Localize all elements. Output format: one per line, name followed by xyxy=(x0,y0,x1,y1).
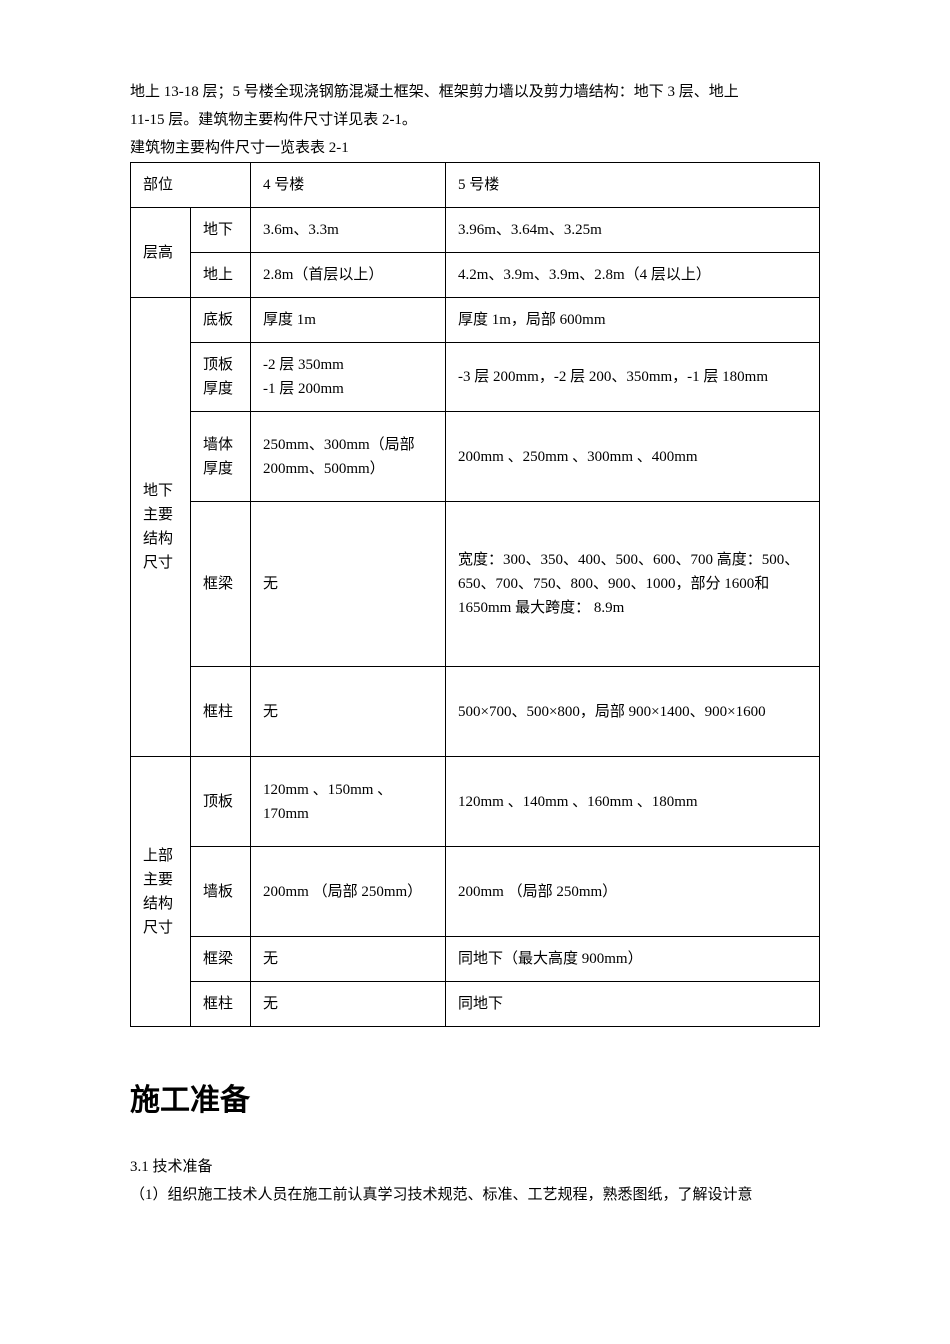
table-row: 框梁 无 同地下（最大高度 900mm） xyxy=(131,937,820,982)
table-row: 框梁 无 宽度：300、350、400、500、600、700 高度：500、6… xyxy=(131,502,820,667)
header-building5: 5 号楼 xyxy=(446,163,820,208)
cell-b4: 厚度 1m xyxy=(251,298,446,343)
table-row: 墙体厚度 250mm、300mm（局部 200mm、500mm） 200mm 、… xyxy=(131,412,820,502)
cell-b5: 120mm 、140mm 、160mm 、180mm xyxy=(446,757,820,847)
header-building4: 4 号楼 xyxy=(251,163,446,208)
cell-b5: 4.2m、3.9m、3.9m、2.8m（4 层以上） xyxy=(446,253,820,298)
cell-b5: -3 层 200mm，-2 层 200、350mm，-1 层 180mm xyxy=(446,343,820,412)
cell-b4: -2 层 350mm -1 层 200mm xyxy=(251,343,446,412)
cell-b5: 500×700、500×800，局部 900×1400、900×1600 xyxy=(446,667,820,757)
table-row: 框柱 无 同地下 xyxy=(131,982,820,1027)
label-base-plate: 底板 xyxy=(191,298,251,343)
dimensions-table: 部位 4 号楼 5 号楼 层高 地下 3.6m、3.3m 3.96m、3.64m… xyxy=(130,162,820,1027)
table-row: 上部主要结构尺寸 顶板 120mm 、150mm 、170mm 120mm 、1… xyxy=(131,757,820,847)
table-row: 框柱 无 500×700、500×800，局部 900×1400、900×160… xyxy=(131,667,820,757)
cell-b5: 厚度 1m，局部 600mm xyxy=(446,298,820,343)
cell-b5: 3.96m、3.64m、3.25m xyxy=(446,208,820,253)
intro-line-2: 11-15 层。建筑物主要构件尺寸详见表 2-1。 xyxy=(130,108,820,132)
cell-b4: 3.6m、3.3m xyxy=(251,208,446,253)
cell-b5: 同地下（最大高度 900mm） xyxy=(446,937,820,982)
cell-b4: 无 xyxy=(251,667,446,757)
cell-b4: 无 xyxy=(251,937,446,982)
label-column: 框柱 xyxy=(191,982,251,1027)
cell-b4: 无 xyxy=(251,502,446,667)
intro-line-1: 地上 13-18 层；5 号楼全现浇钢筋混凝土框架、框架剪力墙以及剪力墙结构：地… xyxy=(130,80,820,104)
group-upper-structure: 上部主要结构尺寸 xyxy=(131,757,191,1027)
label-top-plate: 顶板 xyxy=(191,757,251,847)
cell-b4: 120mm 、150mm 、170mm xyxy=(251,757,446,847)
group-underground-structure: 地下主要结构尺寸 xyxy=(131,298,191,757)
cell-b5: 200mm 、250mm 、300mm 、400mm xyxy=(446,412,820,502)
label-underground: 地下 xyxy=(191,208,251,253)
label-top-plate: 顶板厚度 xyxy=(191,343,251,412)
section-heading: 施工准备 xyxy=(130,1077,820,1125)
label-wall: 墙体厚度 xyxy=(191,412,251,502)
group-floor-height: 层高 xyxy=(131,208,191,298)
table-row: 地下主要结构尺寸 底板 厚度 1m 厚度 1m，局部 600mm xyxy=(131,298,820,343)
table-row: 地上 2.8m（首层以上） 4.2m、3.9m、3.9m、2.8m（4 层以上） xyxy=(131,253,820,298)
cell-b4: 200mm （局部 250mm） xyxy=(251,847,446,937)
cell-b4: 2.8m（首层以上） xyxy=(251,253,446,298)
cell-b5: 200mm （局部 250mm） xyxy=(446,847,820,937)
table-caption: 建筑物主要构件尺寸一览表表 2-1 xyxy=(130,136,820,160)
body-paragraph: （1）组织施工技术人员在施工前认真学习技术规范、标准、工艺规程，熟悉图纸，了解设… xyxy=(130,1183,820,1207)
sub-heading: 3.1 技术准备 xyxy=(130,1155,820,1179)
cell-b5: 同地下 xyxy=(446,982,820,1027)
header-part: 部位 xyxy=(131,163,251,208)
label-column: 框柱 xyxy=(191,667,251,757)
cell-b5: 宽度：300、350、400、500、600、700 高度：500、650、70… xyxy=(446,502,820,667)
label-aboveground: 地上 xyxy=(191,253,251,298)
label-wall-plate: 墙板 xyxy=(191,847,251,937)
label-beam: 框梁 xyxy=(191,502,251,667)
table-row: 顶板厚度 -2 层 350mm -1 层 200mm -3 层 200mm，-2… xyxy=(131,343,820,412)
table-row: 层高 地下 3.6m、3.3m 3.96m、3.64m、3.25m xyxy=(131,208,820,253)
table-row: 墙板 200mm （局部 250mm） 200mm （局部 250mm） xyxy=(131,847,820,937)
cell-b4: 无 xyxy=(251,982,446,1027)
label-beam: 框梁 xyxy=(191,937,251,982)
table-header-row: 部位 4 号楼 5 号楼 xyxy=(131,163,820,208)
cell-b4: 250mm、300mm（局部 200mm、500mm） xyxy=(251,412,446,502)
